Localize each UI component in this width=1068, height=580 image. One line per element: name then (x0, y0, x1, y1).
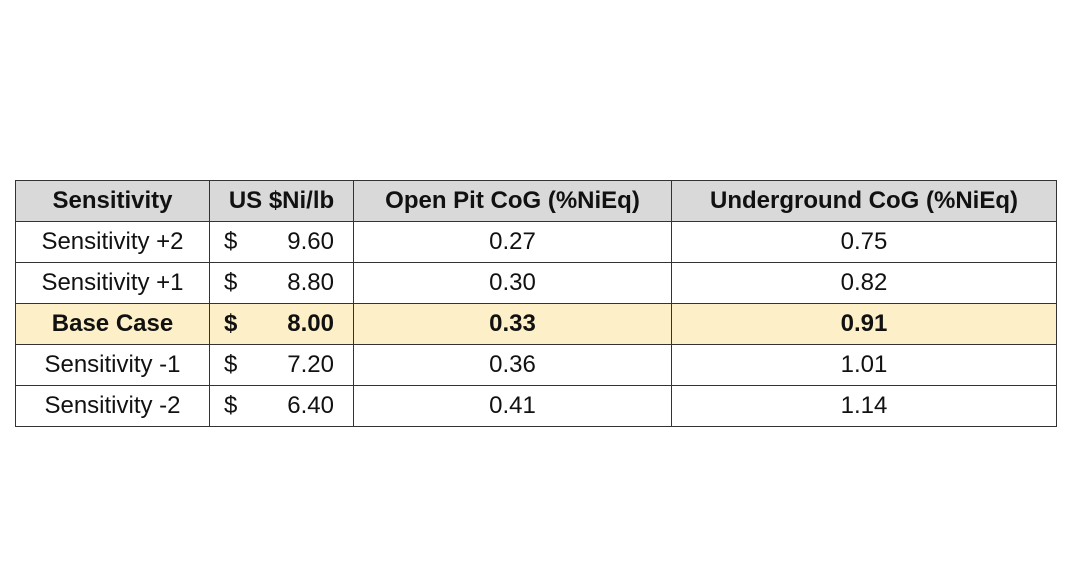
open-pit-cog: 0.27 (353, 221, 672, 263)
price-value: 8.00 (287, 310, 334, 337)
open-pit-cog: 0.36 (353, 344, 672, 386)
table-row: Base Case $8.00 0.33 0.91 (15, 303, 1057, 345)
underground-cog: 0.91 (671, 303, 1057, 345)
header-cell: US $Ni/lb (209, 180, 354, 222)
table-row: Sensitivity -2 $6.40 0.41 1.14 (15, 385, 1057, 427)
open-pit-cog: 0.41 (353, 385, 672, 427)
currency-symbol: $ (224, 392, 238, 419)
currency-symbol: $ (224, 310, 238, 337)
price-cell: $6.40 (209, 385, 354, 427)
currency-symbol: $ (224, 269, 238, 296)
underground-cog: 0.82 (671, 262, 1057, 304)
underground-cog: 0.75 (671, 221, 1057, 263)
price-value: 9.60 (287, 228, 334, 255)
header-cell: Underground CoG (%NiEq) (671, 180, 1057, 222)
table-row: Sensitivity +2 $9.60 0.27 0.75 (15, 221, 1057, 263)
price-cell: $8.00 (209, 303, 354, 345)
row-label: Sensitivity -1 (15, 344, 210, 386)
row-label: Sensitivity -2 (15, 385, 210, 427)
row-label: Base Case (15, 303, 210, 345)
price-cell: $8.80 (209, 262, 354, 304)
price-cell: $9.60 (209, 221, 354, 263)
header-cell: Sensitivity (15, 180, 210, 222)
row-label: Sensitivity +2 (15, 221, 210, 263)
header-cell: Open Pit CoG (%NiEq) (353, 180, 672, 222)
price-value: 8.80 (287, 269, 334, 296)
price-value: 6.40 (287, 392, 334, 419)
open-pit-cog: 0.30 (353, 262, 672, 304)
currency-symbol: $ (224, 351, 238, 378)
open-pit-cog: 0.33 (353, 303, 672, 345)
header-row: Sensitivity US $Ni/lb Open Pit CoG (%NiEq)… (15, 180, 1057, 222)
row-label: Sensitivity +1 (15, 262, 210, 304)
cutoff-grade-table: Sensitivity US $Ni/lb Open Pit CoG (%NiEq)… (15, 180, 1057, 427)
price-cell: $7.20 (209, 344, 354, 386)
underground-cog: 1.14 (671, 385, 1057, 427)
table-row: Sensitivity +1 $8.80 0.30 0.82 (15, 262, 1057, 304)
table-row: Sensitivity -1 $7.20 0.36 1.01 (15, 344, 1057, 386)
underground-cog: 1.01 (671, 344, 1057, 386)
price-value: 7.20 (287, 351, 334, 378)
currency-symbol: $ (224, 228, 238, 255)
